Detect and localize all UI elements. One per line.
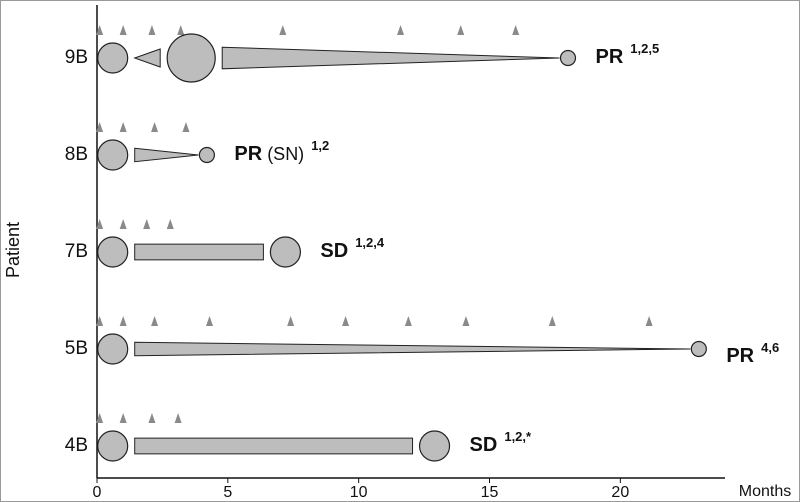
assessment-circle (97, 42, 129, 74)
treatment-marker (148, 25, 156, 35)
treatment-marker (279, 25, 287, 35)
response-note: (SN) (267, 144, 304, 164)
connector (134, 341, 691, 357)
treatment-marker (151, 122, 159, 132)
assessment-circle (97, 236, 129, 268)
x-axis-label: Months (739, 483, 791, 500)
response-label: PR 4,6 (726, 340, 779, 367)
treatment-marker (342, 316, 350, 326)
treatment-marker (548, 316, 556, 326)
assessment-circle (166, 33, 216, 83)
response-label: PR 1,2,5 (596, 41, 660, 68)
treatment-marker (174, 413, 182, 423)
response-superscript: 1,2,* (504, 429, 532, 444)
treatment-marker (397, 25, 405, 35)
treatment-marker (512, 25, 520, 35)
connector (134, 437, 414, 455)
x-tick-label: 20 (611, 484, 629, 501)
category-label: 4B (65, 435, 88, 456)
treatment-marker (182, 122, 190, 132)
treatment-marker (457, 25, 465, 35)
treatment-marker (462, 316, 470, 326)
assessment-circle (97, 139, 129, 171)
response-label: SD 1,2,* (470, 429, 532, 456)
treatment-marker (151, 316, 159, 326)
response: SD (470, 434, 498, 456)
connector (134, 147, 199, 163)
category-label: 7B (65, 241, 88, 262)
x-tick-label: 10 (350, 484, 368, 501)
assessment-circle (97, 333, 129, 365)
treatment-marker (166, 219, 174, 229)
response: PR (596, 46, 624, 68)
treatment-marker (645, 316, 653, 326)
category-label: 8B (65, 144, 88, 165)
response: PR (234, 143, 262, 165)
treatment-marker (119, 122, 127, 132)
assessment-circle (418, 430, 451, 462)
treatment-marker (96, 25, 104, 35)
treatment-marker (96, 316, 104, 326)
treatment-marker (119, 413, 127, 423)
treatment-marker (177, 25, 185, 35)
assessment-circle (690, 340, 707, 358)
assessment-circle (269, 236, 301, 268)
treatment-marker (96, 122, 104, 132)
treatment-marker (119, 219, 127, 229)
response-label: PR (SN) 1,2 (234, 138, 329, 165)
x-tick-label: 15 (481, 484, 499, 501)
treatment-marker (119, 316, 127, 326)
treatment-marker (143, 219, 151, 229)
category-label: 9B (65, 47, 88, 68)
treatment-marker (206, 316, 214, 326)
response-label: SD 1,2,4 (320, 235, 384, 262)
assessment-circle (198, 146, 215, 164)
x-tick-label: 0 (93, 484, 102, 501)
assessment-circle (559, 49, 577, 67)
response: SD (320, 240, 348, 262)
assessment-circle (97, 430, 129, 462)
treatment-marker (404, 316, 412, 326)
y-axis-label: Patient (3, 222, 23, 278)
response-superscript: 1,2 (311, 138, 329, 153)
connector (134, 243, 264, 261)
connector (133, 48, 161, 68)
treatment-marker (119, 25, 127, 35)
treatment-marker (96, 413, 104, 423)
connector (221, 46, 560, 70)
response-superscript: 1,2,5 (630, 41, 659, 56)
x-tick-label: 5 (223, 484, 232, 501)
treatment-marker (287, 316, 295, 326)
treatment-marker (96, 219, 104, 229)
response: PR (726, 345, 754, 367)
response-superscript: 4,6 (761, 340, 779, 355)
response-superscript: 1,2,4 (355, 235, 385, 250)
category-label: 5B (65, 338, 88, 359)
treatment-marker (148, 413, 156, 423)
